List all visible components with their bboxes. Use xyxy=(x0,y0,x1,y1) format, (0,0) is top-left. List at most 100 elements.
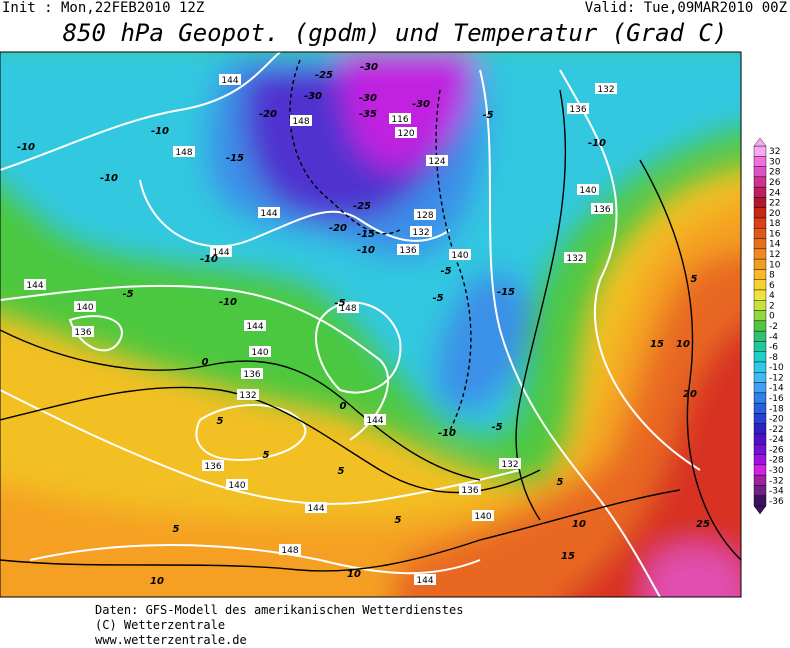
colorbar-cell xyxy=(753,413,767,424)
temperature-label: -30 xyxy=(360,62,378,73)
colorbar-label: -6 xyxy=(769,343,778,353)
temperature-label: 5 xyxy=(263,450,270,461)
colorbar-label: 14 xyxy=(769,240,781,250)
colorbar-cell xyxy=(753,495,767,507)
height-label-box xyxy=(74,301,96,312)
height-label: 136 xyxy=(74,328,91,338)
height-label: 140 xyxy=(76,303,93,313)
colorbar-label: 8 xyxy=(769,271,775,281)
height-label-box xyxy=(410,226,432,237)
height-label-box xyxy=(24,279,46,290)
temperature-label: 10 xyxy=(347,569,361,580)
colorbar-label: 32 xyxy=(769,147,780,157)
colorbar-label: 22 xyxy=(769,199,780,209)
colorbar-cell xyxy=(753,351,767,363)
temperature-label: -30 xyxy=(359,93,377,104)
height-label-box xyxy=(414,574,436,585)
colorbar-arrow xyxy=(753,137,767,147)
height-label: 144 xyxy=(212,248,229,258)
colorbar-label: -2 xyxy=(769,322,778,332)
colorbar-cell xyxy=(753,341,767,352)
height-label-box xyxy=(202,460,224,471)
colorbar-cell xyxy=(753,310,767,322)
temperature-label: -15 xyxy=(357,229,375,240)
height-label: 144 xyxy=(246,322,263,332)
height-label: 136 xyxy=(204,462,221,472)
init-text: Init : Mon,22FEB2010 12Z xyxy=(2,0,204,16)
height-label-box xyxy=(567,103,589,114)
colorbar-cell xyxy=(753,156,767,167)
height-label: 136 xyxy=(243,370,260,380)
temperature-label: -25 xyxy=(315,70,333,81)
height-label: 148 xyxy=(175,148,192,158)
temperature-label: -25 xyxy=(353,201,371,212)
temperature-label: -15 xyxy=(497,287,515,298)
height-label: 140 xyxy=(451,251,468,261)
height-label: 136 xyxy=(461,486,478,496)
height-label-box xyxy=(459,484,481,495)
colorbar-cell xyxy=(753,361,767,373)
colorbar-cell xyxy=(753,207,767,219)
temperature-label: 15 xyxy=(650,339,664,350)
temperature-label: 5 xyxy=(395,515,402,526)
colorbar-label: -8 xyxy=(769,353,778,363)
temperature-label: 5 xyxy=(557,477,564,488)
colorbar-label: -4 xyxy=(769,332,778,342)
colorbar-label: 10 xyxy=(769,260,781,270)
colorbar-label: 2 xyxy=(769,301,775,311)
height-label-box xyxy=(364,414,386,425)
height-label-box xyxy=(258,207,280,218)
temperature-label: 10 xyxy=(676,339,690,350)
temperature-label: 25 xyxy=(696,519,710,530)
temperature-label: -5 xyxy=(440,266,451,277)
height-label-box xyxy=(449,249,471,260)
colorbar-cell xyxy=(753,320,767,332)
colorbar-cell xyxy=(753,248,767,260)
colorbar-cell xyxy=(753,238,767,250)
height-label: 136 xyxy=(399,246,416,256)
height-label-box xyxy=(279,544,301,555)
height-label-box xyxy=(414,209,436,220)
height-label-box xyxy=(237,389,259,400)
colorbar-cell xyxy=(753,402,767,414)
height-label-box xyxy=(472,510,494,521)
height-label-box xyxy=(564,252,586,263)
temperature-label: 10 xyxy=(572,519,586,530)
colorbar-label: -34 xyxy=(769,487,784,497)
height-label-box xyxy=(72,326,94,337)
height-label-box xyxy=(244,320,266,331)
height-label: 144 xyxy=(416,576,433,586)
colorbar-cell xyxy=(753,176,767,188)
temperature-label: -5 xyxy=(482,110,493,121)
height-label: 132 xyxy=(566,254,583,264)
colorbar-label: -28 xyxy=(769,456,784,466)
height-label-box xyxy=(591,203,613,214)
temperature-label: -5 xyxy=(491,422,502,433)
colorbar-label: 4 xyxy=(769,291,775,301)
temperature-label: 10 xyxy=(150,576,164,587)
colorbar-label: 0 xyxy=(769,312,775,322)
temperature-label: 15 xyxy=(561,551,575,562)
height-label-box xyxy=(305,502,327,513)
temperature-label: 0 xyxy=(340,401,347,412)
height-label-box xyxy=(290,115,312,126)
colorbar-cell xyxy=(753,300,767,311)
height-label: 144 xyxy=(26,281,43,291)
height-label-box xyxy=(219,74,241,85)
temperature-label: -10 xyxy=(588,138,606,149)
map-frame xyxy=(0,51,742,598)
temperature-label: -20 xyxy=(329,223,347,234)
colorbar-cell xyxy=(753,186,767,198)
height-label-box xyxy=(173,146,195,157)
height-label: 132 xyxy=(501,460,518,470)
temperature-label: 20 xyxy=(683,389,697,400)
colorbar-cell xyxy=(753,474,767,486)
colorbar-cell xyxy=(753,289,767,301)
height-label: 116 xyxy=(391,115,408,125)
temperature-label: 5 xyxy=(173,524,180,535)
colorbar-cell xyxy=(753,269,767,280)
height-label: 140 xyxy=(474,512,491,522)
temperature-label: -10 xyxy=(17,142,35,153)
colorbar-cell xyxy=(753,423,767,435)
